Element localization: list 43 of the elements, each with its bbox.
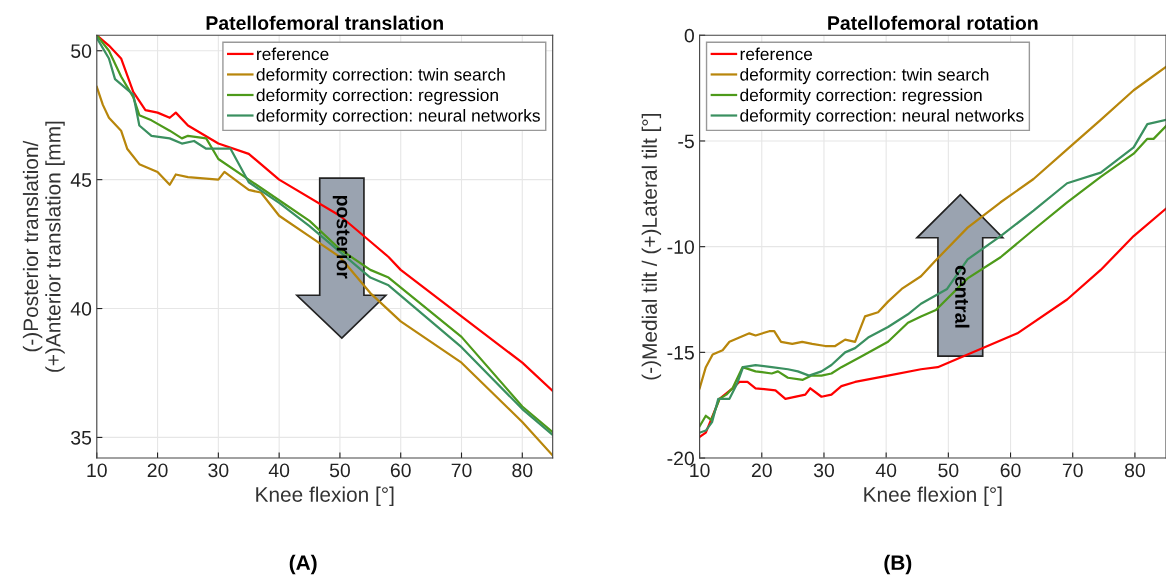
line-series [699, 65, 1166, 390]
legend-label: deformity correction: neural networks [256, 109, 540, 126]
chart-title: Patellofemoral translation [206, 15, 443, 30]
x-tick-label: 40 [875, 463, 897, 478]
x-tick-label: 30 [813, 463, 835, 478]
chart-title: Patellofemoral rotation [828, 15, 1038, 30]
y-axis-title: (-)Medial tilt / (+)Lateral tilt [°] [641, 114, 662, 380]
x-tick-label: 80 [1124, 463, 1145, 478]
x-tick-label: 60 [1000, 463, 1021, 478]
y-tick-label: 40 [70, 302, 92, 316]
x-tick-label: 20 [751, 463, 772, 478]
x-tick-label: 20 [147, 463, 168, 478]
legend-label: reference [740, 47, 813, 61]
y-tick-label: 35 [71, 430, 92, 445]
annotation: posterior [332, 195, 351, 279]
x-tick-label: 50 [938, 463, 959, 478]
x-tick-label: 40 [268, 463, 290, 478]
x-tick-label: 70 [1062, 463, 1083, 478]
legend-label: deformity correction: twin search [256, 67, 505, 85]
legend-label: deformity correction: neural networks [740, 109, 1024, 126]
x-tick-label: 30 [208, 463, 229, 478]
x-tick-label: 70 [451, 463, 472, 478]
y-tick-label: 50 [71, 44, 92, 58]
x-tick-label: 60 [390, 463, 411, 478]
x-tick-label: 80 [512, 463, 533, 478]
legend-label: deformity correction: regression [256, 88, 498, 105]
x-axis-title: Knee flexion [°] [864, 486, 1002, 507]
y-tick-label: -10 [667, 240, 694, 254]
y-tick-label: -5 [678, 134, 694, 149]
legend-label: deformity correction: regression [740, 88, 982, 105]
line-series [699, 207, 1166, 439]
text: (A) [289, 554, 317, 575]
y-tick-label: 0 [684, 28, 694, 43]
y-tick-label: 45 [70, 173, 92, 187]
text: (B) [884, 554, 912, 575]
annotation: central [955, 265, 970, 328]
y-tick-label: -15 [667, 346, 694, 360]
x-tick-label: 10 [87, 463, 107, 478]
x-tick-label: 50 [329, 463, 350, 478]
legend-label: reference [257, 47, 329, 61]
y-axis-title: (-)Posterior translation/ (+)Anterior translation [mm] [22, 121, 65, 372]
x-axis-title: Knee flexion [°] [256, 486, 394, 507]
legend-label: deformity correction: twin search [740, 67, 989, 85]
